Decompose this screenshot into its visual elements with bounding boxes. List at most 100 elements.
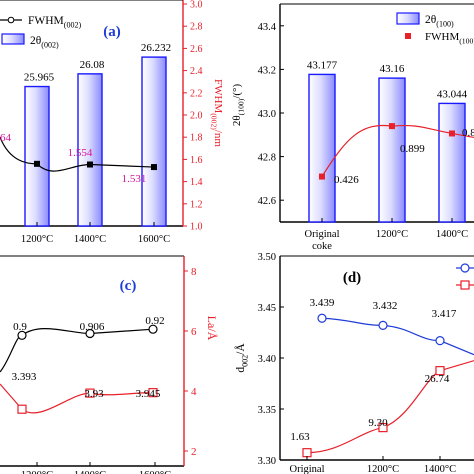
right-tick-label: 8: [191, 266, 197, 278]
fwhm-value-label: 1.531: [122, 173, 147, 185]
y-tick-label: 43.4: [258, 22, 277, 33]
data-label: 3.439: [310, 297, 335, 309]
data-label: 3.417: [432, 308, 457, 320]
legend-bar-swatch: [1, 33, 25, 45]
fwhm-marker: [319, 173, 325, 180]
right-tick-label: 1.4: [190, 177, 203, 188]
series-line: [321, 317, 474, 356]
right-tick-label: 2.6: [190, 44, 203, 55]
fwhm-marker: [34, 160, 40, 167]
bar-value-label: 43.044: [437, 88, 468, 100]
series-marker: [17, 330, 27, 340]
right-tick-label: 2: [191, 446, 197, 458]
legend-bar-swatch: [396, 12, 420, 25]
series-marker: [148, 324, 158, 334]
legend-label: 2θ(100): [425, 14, 454, 28]
panel-b: 42.6 42.8 43.0 43.2 43.4 2θ(100)/(°) 43.177 43.…: [231, 3, 474, 252]
y-tick-label: 43.0: [258, 109, 276, 120]
x-tick-label: Original: [305, 229, 340, 240]
fwhm-value-label: 1.554: [68, 147, 93, 159]
series-marker: [85, 388, 95, 398]
data-label: 3.393: [12, 371, 37, 383]
series-marker: [85, 328, 95, 339]
x-tick-label: 1400°C: [74, 470, 106, 474]
panel-d: 3.30 3.35 3.40 3.45 3.50 d002/Å 3.439 3.432 3.41…: [233, 252, 474, 474]
fwhm-marker: [449, 130, 455, 137]
bar-value-label: 26.08: [80, 59, 105, 71]
x-tick-label: 1600°C: [139, 470, 171, 474]
panel-label: (d): [343, 270, 361, 286]
data-label: 0.92: [145, 315, 164, 327]
bar: [77, 73, 103, 227]
series-marker: [148, 388, 158, 398]
fwhm-marker: [87, 161, 93, 168]
y-tick-label: 43.2: [258, 65, 276, 76]
panel-label: (c): [120, 278, 137, 294]
legend-marker-swatch: [460, 263, 470, 273]
legend-marker-swatch: [460, 280, 470, 290]
right-tick-label: 2.0: [190, 111, 203, 122]
legend-label: 2θ(002): [30, 35, 59, 49]
data-label: 0.906: [80, 321, 105, 333]
x-tick-label: 1200°C: [367, 464, 399, 474]
series-marker: [317, 313, 327, 323]
bar: [141, 56, 167, 227]
bar-value-label: 43.16: [380, 63, 405, 75]
panel-c: 2 4 6 8 La/Å 0.9 0.906 0.92 3.393 3.93 3.945 1200°C…: [0, 255, 219, 474]
bar: [24, 85, 50, 227]
x-tick-label: 1200°C: [21, 470, 53, 474]
x-tick-label: coke: [312, 241, 332, 252]
legend-label: FWHM(002): [28, 15, 82, 29]
bar: [438, 102, 466, 223]
fwhm-value-label: 0.8: [462, 127, 474, 139]
data-label: 3.93: [84, 388, 104, 400]
right-tick-label: 2.4: [190, 66, 203, 77]
legend-marker-swatch: [7, 16, 15, 24]
y-axis-label: d002/Å: [233, 343, 249, 373]
right-axis-label: FWHM(002)/nm: [210, 79, 224, 147]
series-marker: [302, 448, 312, 458]
data-label: 3.432: [373, 300, 398, 312]
series-marker: [378, 320, 388, 330]
y-tick-label: 3.30: [258, 456, 276, 467]
y-axis-label: 2θ(100)/(°): [231, 84, 245, 127]
fwhm-marker: [151, 164, 157, 171]
y-tick-label: 42.8: [258, 153, 276, 164]
y-tick-label: 3.45: [258, 303, 276, 314]
right-tick-label: 2.2: [190, 88, 203, 99]
data-label: 0.9: [13, 321, 27, 333]
x-tick-label: 1200°C: [376, 229, 408, 240]
right-tick-label: 1.6: [190, 155, 203, 166]
x-tick-label: 1600°C: [138, 234, 170, 245]
x-tick-label: Original: [290, 464, 325, 474]
bar-value-label: 25.965: [24, 72, 55, 84]
right-tick-label: 1.2: [190, 199, 203, 210]
fwhm-value-label: 0.426: [334, 174, 359, 186]
x-tick-label: 1400°C: [436, 229, 468, 240]
bar-value-label: 26.232: [141, 42, 171, 54]
x-tick-label: 1200°C: [21, 234, 53, 245]
y-tick-label: 3.50: [258, 252, 276, 263]
series-marker: [435, 366, 445, 376]
x-tick-label: 1400°C: [74, 234, 106, 245]
data-label: 9.30: [368, 417, 388, 429]
bar: [378, 77, 406, 223]
right-axis-label: La/Å: [205, 316, 219, 341]
legend-label: FWHM(100): [425, 31, 474, 45]
right-tick-label: 2.8: [190, 22, 203, 33]
x-tick-label: 1400°C: [424, 464, 456, 474]
series-marker: [378, 423, 388, 433]
right-tick-label: 6: [191, 326, 197, 338]
fwhm-marker: [389, 123, 395, 130]
panel-label: (a): [103, 24, 121, 40]
legend-marker-swatch: [405, 33, 411, 39]
data-label: 26.74: [425, 373, 450, 385]
y-tick-label: 3.35: [258, 405, 276, 416]
right-tick-label: 1.8: [190, 133, 203, 144]
panel-a: 1.0 1.2 1.4 1.6 1.8 2.0 2.2 2.4 2.6 2.8 3.0 FWHM(00…: [0, 0, 224, 245]
data-label: 1.63: [290, 431, 310, 443]
right-tick-label: 1.0: [190, 222, 203, 233]
bar: [308, 73, 336, 223]
